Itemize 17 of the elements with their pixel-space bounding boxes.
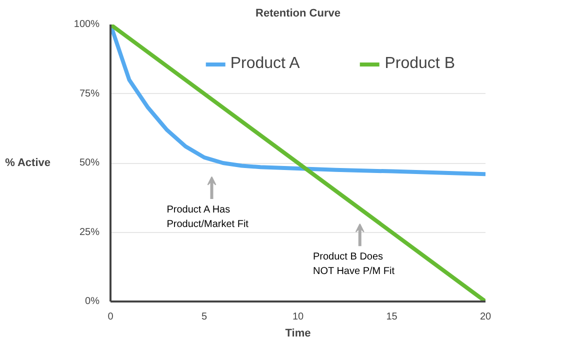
legend-label: Product A bbox=[230, 55, 300, 73]
x-tick-label: 5 bbox=[201, 312, 208, 322]
y-tick-label: 75% bbox=[79, 88, 100, 100]
x-tick-label: 15 bbox=[386, 312, 398, 322]
x-axis-title: Time bbox=[285, 328, 311, 340]
y-tick-label: 100% bbox=[74, 19, 100, 30]
y-tick-label: 0% bbox=[85, 296, 100, 307]
annotation: Product B Does NOT Have P/M Fit bbox=[313, 252, 395, 277]
y-tick-label: 25% bbox=[79, 226, 100, 238]
x-tick-label: 20 bbox=[480, 312, 492, 322]
y-axis-title: % Active bbox=[5, 157, 51, 169]
annotation: Product A Has Product/Market Fit bbox=[166, 204, 249, 230]
x-tick-label: 0 bbox=[108, 312, 114, 322]
chart-title: Retention Curve bbox=[256, 8, 340, 20]
y-tick-label: 50% bbox=[79, 158, 100, 168]
x-tick-label: 10 bbox=[292, 312, 304, 322]
legend-label: Product B bbox=[384, 55, 455, 73]
